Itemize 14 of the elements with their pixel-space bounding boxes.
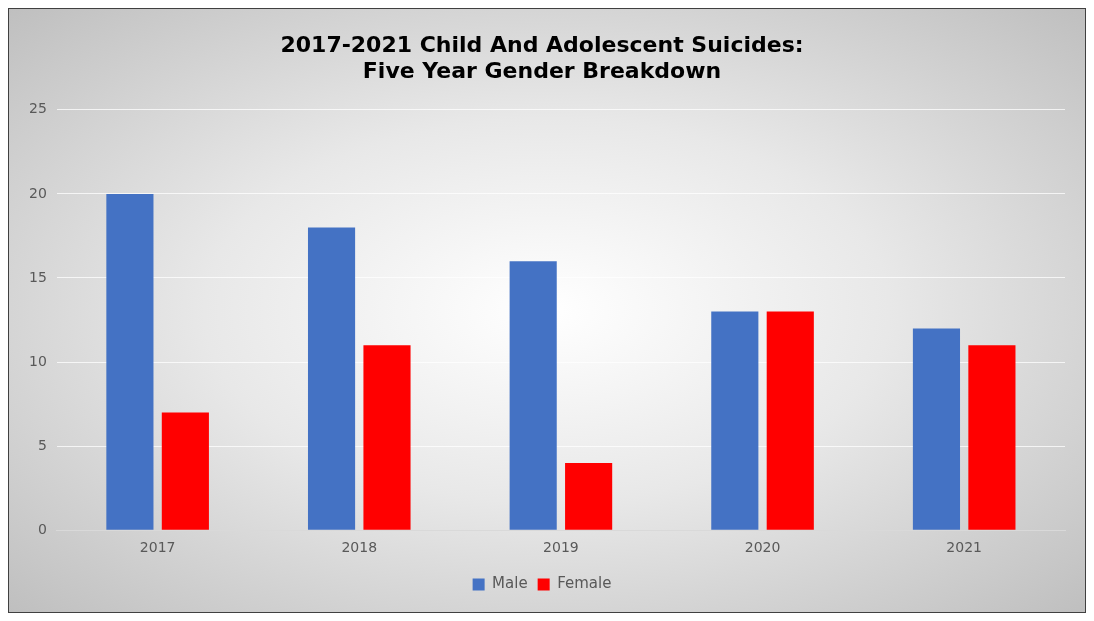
y-tick-label: 20: [28, 184, 47, 201]
legend-label: Female: [557, 574, 612, 593]
x-tick-label: 2019: [543, 539, 579, 556]
y-tick-label: 5: [37, 436, 47, 453]
y-tick-label: 0: [37, 520, 47, 537]
chart-title: 2017-2021 Child And Adolescent Suicides: Five Year Gender Breakdown: [280, 31, 804, 84]
x-tick-label: 2021: [946, 539, 982, 556]
y-tick-label: 10: [28, 352, 47, 369]
x-tick-label: 2017: [139, 539, 176, 556]
y-tick-label: 15: [28, 268, 47, 285]
x-tick-label: 2020: [744, 539, 781, 556]
legend-label: Male: [492, 574, 528, 593]
x-tick-label: 2018: [341, 539, 378, 556]
y-tick-label: 25: [28, 100, 47, 117]
